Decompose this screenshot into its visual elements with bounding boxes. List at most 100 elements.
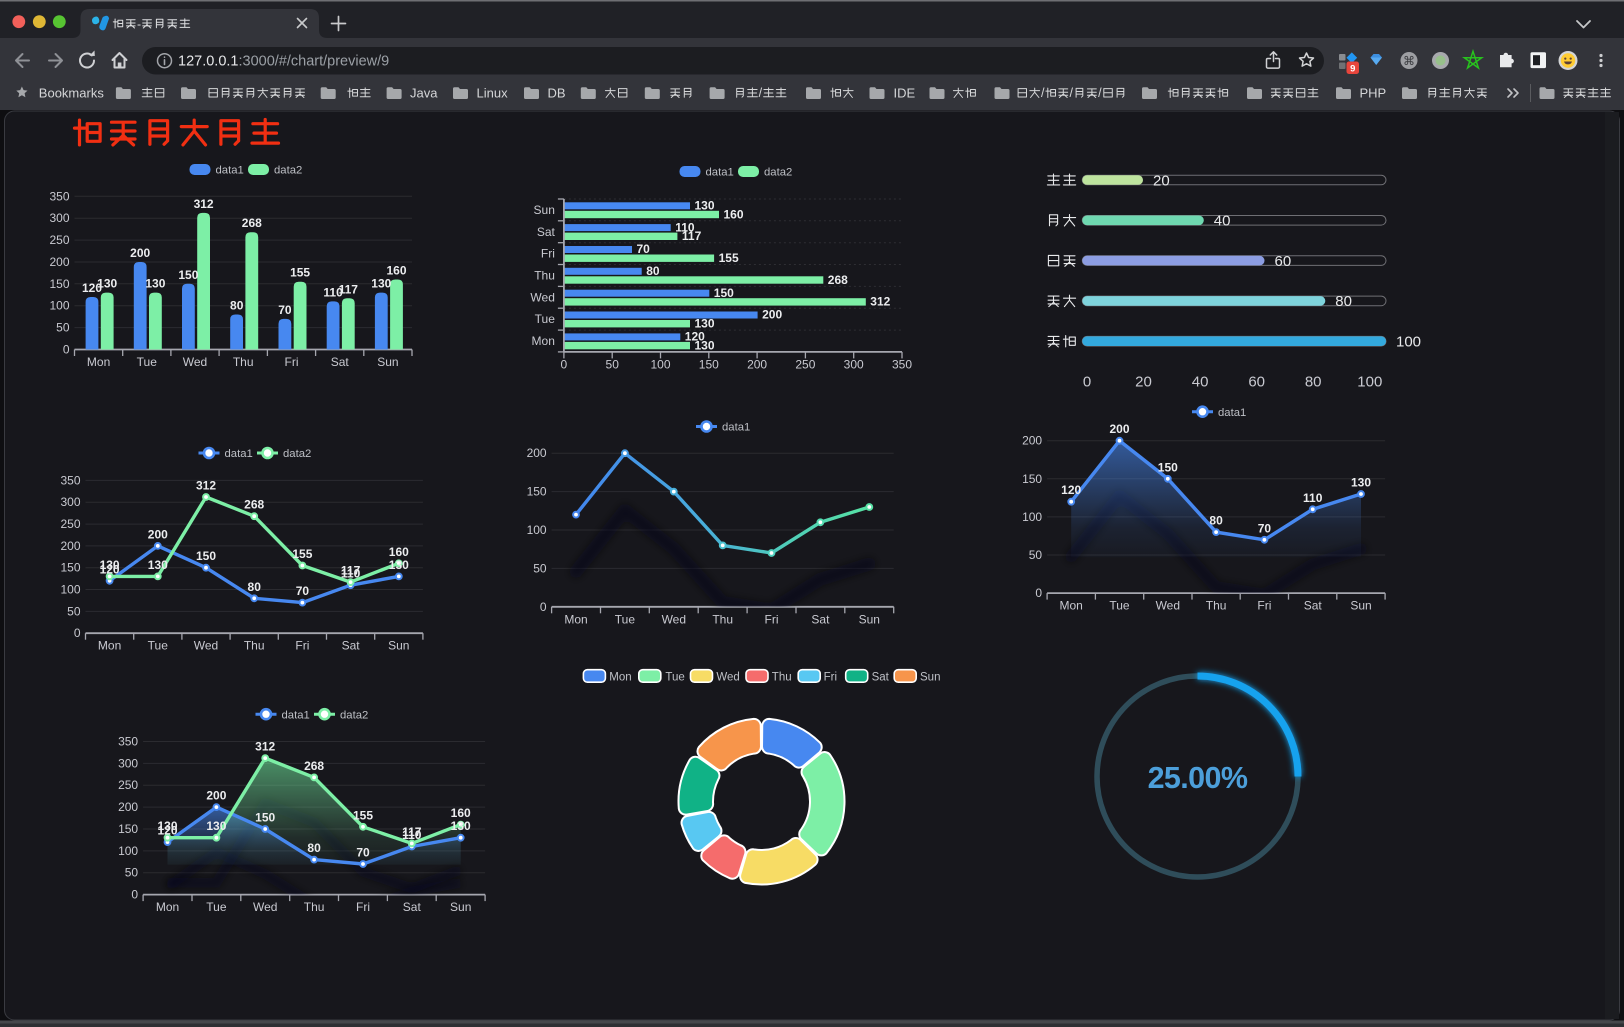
- svg-text:0: 0: [540, 600, 547, 614]
- svg-text:Mon: Mon: [564, 612, 587, 626]
- svg-text:70: 70: [356, 846, 370, 860]
- svg-text:268: 268: [242, 216, 262, 230]
- svg-text:250: 250: [49, 233, 69, 247]
- svg-text:150: 150: [118, 822, 138, 836]
- svg-text:50: 50: [1029, 548, 1043, 562]
- svg-text:Sun: Sun: [920, 671, 940, 683]
- svg-text:80: 80: [307, 841, 321, 855]
- svg-text:120: 120: [82, 281, 102, 295]
- svg-text:117: 117: [341, 564, 361, 578]
- svg-text:Linux: Linux: [477, 85, 509, 100]
- svg-text:70: 70: [296, 584, 310, 598]
- svg-text:Tue: Tue: [1109, 599, 1130, 613]
- svg-text:Wed: Wed: [530, 290, 554, 304]
- svg-text:312: 312: [255, 740, 275, 754]
- svg-text:130: 130: [695, 199, 715, 213]
- svg-text:Mon: Mon: [609, 671, 631, 683]
- svg-text:350: 350: [892, 357, 912, 371]
- svg-text:130: 130: [695, 338, 715, 352]
- svg-text:80: 80: [646, 264, 660, 278]
- svg-text:160: 160: [389, 545, 409, 559]
- svg-text:50: 50: [606, 357, 620, 371]
- svg-text:Sun: Sun: [377, 355, 398, 369]
- svg-text:Sat: Sat: [1304, 599, 1323, 613]
- svg-text:Wed: Wed: [183, 355, 207, 369]
- svg-text:Sat: Sat: [342, 639, 361, 653]
- svg-text:110: 110: [323, 285, 343, 299]
- svg-text:Thu: Thu: [304, 900, 325, 914]
- svg-text:250: 250: [60, 517, 80, 531]
- svg-text:268: 268: [244, 498, 264, 512]
- svg-text:Mon: Mon: [1060, 599, 1083, 613]
- svg-text:Mon: Mon: [156, 900, 179, 914]
- svg-text:Fri: Fri: [295, 639, 309, 653]
- svg-text:/: /: [759, 86, 763, 100]
- svg-text:80: 80: [248, 580, 262, 594]
- svg-text:Sat: Sat: [403, 900, 422, 914]
- svg-text:Tue: Tue: [148, 639, 169, 653]
- svg-text:117: 117: [682, 229, 702, 243]
- svg-text:300: 300: [844, 357, 864, 371]
- svg-text:80: 80: [1335, 293, 1352, 310]
- svg-text:150: 150: [699, 357, 719, 371]
- svg-text:127.0.0.1:3000/#/chart/preview: 127.0.0.1:3000/#/chart/preview/9: [178, 53, 389, 69]
- svg-text:130: 130: [148, 558, 168, 572]
- svg-text:DB: DB: [548, 85, 566, 100]
- svg-text:130: 130: [371, 277, 391, 291]
- svg-text:155: 155: [290, 266, 310, 280]
- svg-text:110: 110: [341, 567, 361, 581]
- svg-text:40: 40: [1214, 213, 1231, 230]
- svg-text:Fri: Fri: [285, 355, 299, 369]
- svg-text:Wed: Wed: [662, 612, 686, 626]
- svg-text:20: 20: [1153, 172, 1170, 189]
- svg-text:100: 100: [49, 299, 69, 313]
- svg-text:50: 50: [533, 561, 547, 575]
- svg-text:Tue: Tue: [615, 612, 636, 626]
- svg-text:Sat: Sat: [811, 612, 830, 626]
- svg-text:data1: data1: [282, 709, 310, 721]
- svg-text:200: 200: [130, 246, 150, 260]
- svg-text:-: -: [137, 17, 141, 31]
- svg-text:50: 50: [125, 866, 139, 880]
- svg-text:Bookmarks: Bookmarks: [39, 85, 105, 100]
- svg-text:100: 100: [1396, 334, 1421, 351]
- svg-text:100: 100: [650, 357, 670, 371]
- svg-text:80: 80: [1209, 514, 1223, 528]
- svg-text:130: 130: [157, 819, 177, 833]
- svg-text:9: 9: [1350, 64, 1355, 75]
- svg-text:110: 110: [1303, 491, 1323, 505]
- svg-text:data2: data2: [283, 448, 311, 460]
- svg-text:250: 250: [795, 357, 815, 371]
- svg-text:70: 70: [637, 242, 651, 256]
- svg-text:Sun: Sun: [859, 612, 880, 626]
- svg-text:Sun: Sun: [534, 203, 555, 217]
- svg-text:100: 100: [1357, 374, 1382, 391]
- svg-text:Mon: Mon: [87, 355, 110, 369]
- svg-text:Fri: Fri: [824, 671, 837, 683]
- svg-text:120: 120: [1061, 483, 1081, 497]
- svg-text:Tue: Tue: [665, 671, 684, 683]
- svg-text:160: 160: [451, 806, 471, 820]
- svg-text:⌘: ⌘: [1403, 54, 1415, 68]
- svg-text:data2: data2: [340, 709, 368, 721]
- svg-text:130: 130: [97, 277, 117, 291]
- svg-text:150: 150: [527, 485, 547, 499]
- svg-text:Sun: Sun: [1350, 599, 1371, 613]
- svg-text:Tue: Tue: [137, 355, 158, 369]
- svg-text:Sun: Sun: [388, 639, 409, 653]
- svg-text:Fri: Fri: [541, 247, 555, 261]
- svg-text:120: 120: [157, 824, 177, 838]
- svg-text:0: 0: [1083, 374, 1091, 391]
- svg-text:25.00%: 25.00%: [1148, 761, 1248, 795]
- svg-text:Sat: Sat: [872, 671, 890, 683]
- svg-text:Sun: Sun: [450, 900, 471, 914]
- svg-text:110: 110: [675, 220, 695, 234]
- svg-text:Fri: Fri: [1257, 599, 1271, 613]
- svg-text:data1: data1: [1218, 407, 1246, 419]
- svg-text:data1: data1: [706, 167, 734, 179]
- svg-text:0: 0: [131, 888, 138, 902]
- svg-text:130: 130: [389, 558, 409, 572]
- svg-text:312: 312: [194, 197, 214, 211]
- svg-text:110: 110: [402, 828, 422, 842]
- svg-text:Wed: Wed: [1156, 599, 1180, 613]
